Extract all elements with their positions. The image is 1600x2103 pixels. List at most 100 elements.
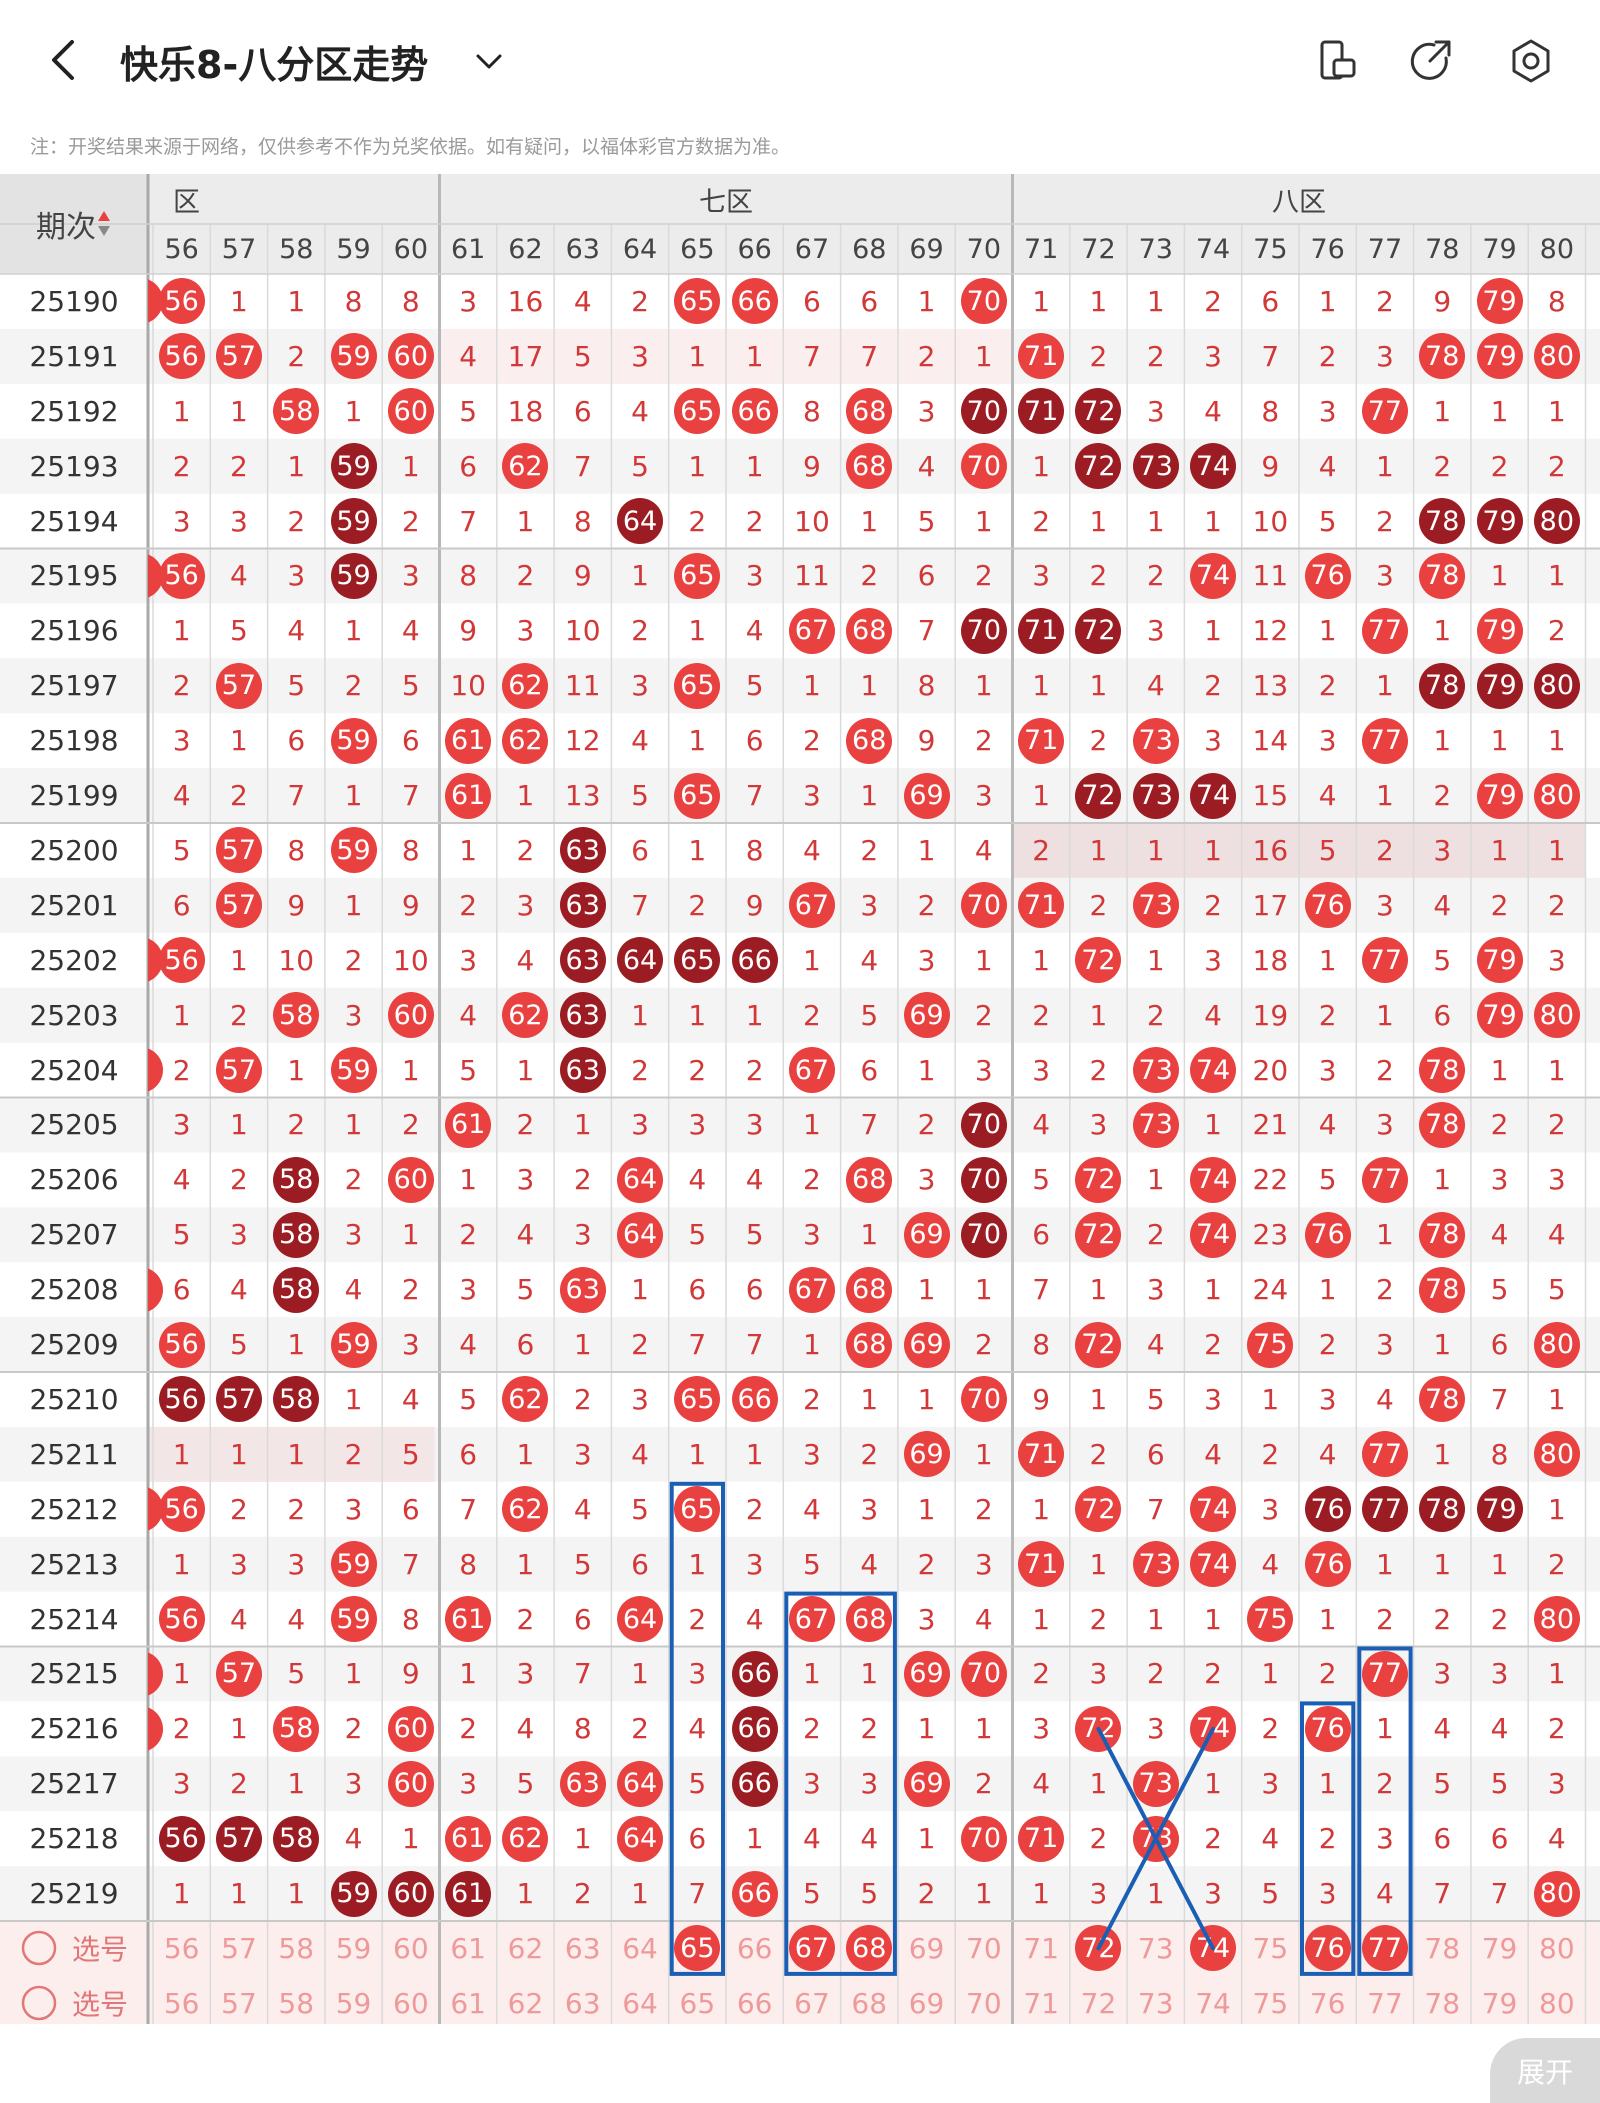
table-cell: 7 [287,779,306,813]
select-cell[interactable]: 71 [1023,1986,1059,2020]
select-cell[interactable]: 72 [1070,1921,1127,1976]
select-cell[interactable]: 66 [736,1986,773,2020]
select-cell[interactable]: 76 [1299,1921,1356,1976]
select-cell[interactable]: 72 [1080,1986,1117,2020]
settings-icon[interactable] [1506,36,1556,86]
select-row-label[interactable]: 选号 [0,1976,148,2024]
select-cell[interactable]: 69 [908,1931,945,1965]
number-ball: 61 [445,1870,492,1917]
select-cell[interactable]: 80 [1539,1931,1575,1965]
radio-circle-icon[interactable] [20,1984,58,2022]
select-cell[interactable]: 60 [393,1931,429,1965]
select-cell[interactable]: 59 [335,1986,372,2020]
period-header[interactable]: 期次 [0,174,148,274]
table-cell: 11 [1252,559,1289,593]
table-cell: 3 [516,888,535,922]
back-arrow-icon[interactable] [40,36,88,84]
selected-ball[interactable]: 72 [1075,1925,1122,1972]
table-cell: 1 [1032,449,1051,483]
table-cell: 56 [153,1592,210,1647]
select-cell[interactable]: 58 [278,1986,315,2020]
select-cell[interactable]: 61 [450,1986,486,2020]
select-cell[interactable]: 78 [1424,1986,1461,2020]
select-cell[interactable]: 61 [450,1931,486,1965]
select-cell[interactable]: 58 [278,1931,315,1965]
select-cell[interactable]: 65 [679,1986,716,2020]
select-cell[interactable]: 79 [1481,1931,1518,1965]
select-cell[interactable]: 60 [393,1986,429,2020]
select-cell[interactable]: 70 [966,1986,1002,2020]
select-cell[interactable]: 70 [966,1931,1002,1965]
select-cell[interactable]: 67 [783,1921,840,1976]
selected-ball[interactable]: 67 [788,1925,835,1972]
select-cell[interactable]: 73 [1137,1931,1174,1965]
select-cell[interactable]: 80 [1539,1986,1575,2020]
table-cell: 1 [573,1108,592,1142]
number-ball: 58 [273,388,320,435]
select-cell[interactable]: 62 [507,1986,544,2020]
select-cell[interactable]: 74 [1195,1986,1231,2020]
table-cell: 60 [382,384,439,439]
radio-circle-icon[interactable] [20,1929,58,1967]
selected-ball[interactable]: 76 [1304,1925,1351,1972]
select-cell[interactable]: 62 [507,1931,544,1965]
table-cell: 1 [516,1053,535,1087]
select-cell[interactable]: 75 [1252,1986,1289,2020]
select-cell[interactable]: 57 [221,1931,257,1965]
select-cell[interactable]: 63 [564,1931,601,1965]
select-cell[interactable]: 79 [1481,1986,1518,2020]
table-cell: 60 [382,1701,439,1756]
table-cell: 1 [287,284,306,318]
selected-ball[interactable]: 65 [674,1925,721,1972]
table-cell: 18 [507,394,544,428]
select-cell[interactable]: 66 [736,1931,773,1965]
table-cell: 59 [325,549,382,604]
select-cell[interactable]: 74 [1184,1921,1241,1976]
table-cell: 1 [1318,1602,1337,1636]
table-cell: 5 [1032,1163,1051,1197]
select-cell[interactable]: 67 [794,1986,830,2020]
select-cell[interactable]: 57 [221,1986,257,2020]
select-row-label[interactable]: 选号 [0,1921,148,1976]
select-cell[interactable]: 68 [841,1921,898,1976]
screen-rotate-icon[interactable] [1312,36,1362,86]
table-cell: 1 [172,614,191,648]
table-cell: 4 [803,1492,821,1526]
select-cell[interactable]: 73 [1137,1986,1174,2020]
selected-ball[interactable]: 68 [846,1925,893,1972]
select-cell[interactable]: 75 [1252,1931,1289,1965]
table-cell: 1 [1547,833,1566,867]
table-cell: 6 [401,1492,420,1526]
expand-button[interactable]: 展开 [1490,2038,1600,2103]
select-cell[interactable]: 77 [1367,1986,1403,2020]
select-cell[interactable]: 64 [622,1986,658,2020]
select-cell[interactable]: 65 [669,1921,726,1976]
table-cell: 68 [841,713,898,768]
chevron-down-icon[interactable] [472,44,506,78]
table-cell: 1 [688,833,707,867]
selected-ball[interactable]: 77 [1361,1925,1408,1972]
select-cell[interactable]: 77 [1356,1921,1413,1976]
select-cell[interactable]: 71 [1023,1931,1059,1965]
period-header-label: 期次 [36,210,96,245]
select-cell[interactable]: 78 [1424,1931,1461,1965]
table-cell: 3 [230,1547,248,1581]
select-cell[interactable]: 68 [851,1986,888,2020]
select-cell[interactable]: 56 [163,1986,200,2020]
table-cell: 80 [1528,494,1585,549]
share-icon[interactable] [1406,36,1456,86]
select-cell[interactable]: 76 [1309,1986,1346,2020]
number-ball: 61 [445,1815,492,1862]
table-cell: 3 [1204,943,1222,977]
table-cell: 3 [631,669,649,703]
select-cell[interactable]: 59 [335,1931,372,1965]
table-cell: 5 [803,1877,821,1911]
table-cell: 1 [974,504,993,538]
select-cell[interactable]: 56 [163,1931,200,1965]
select-cell[interactable]: 64 [622,1931,658,1965]
selected-ball[interactable]: 74 [1190,1925,1237,1972]
page-title[interactable]: 快乐8-八分区走势 [120,43,429,87]
select-cell[interactable]: 63 [564,1986,601,2020]
table-cell: 1 [803,1328,821,1362]
select-cell[interactable]: 69 [908,1986,945,2020]
